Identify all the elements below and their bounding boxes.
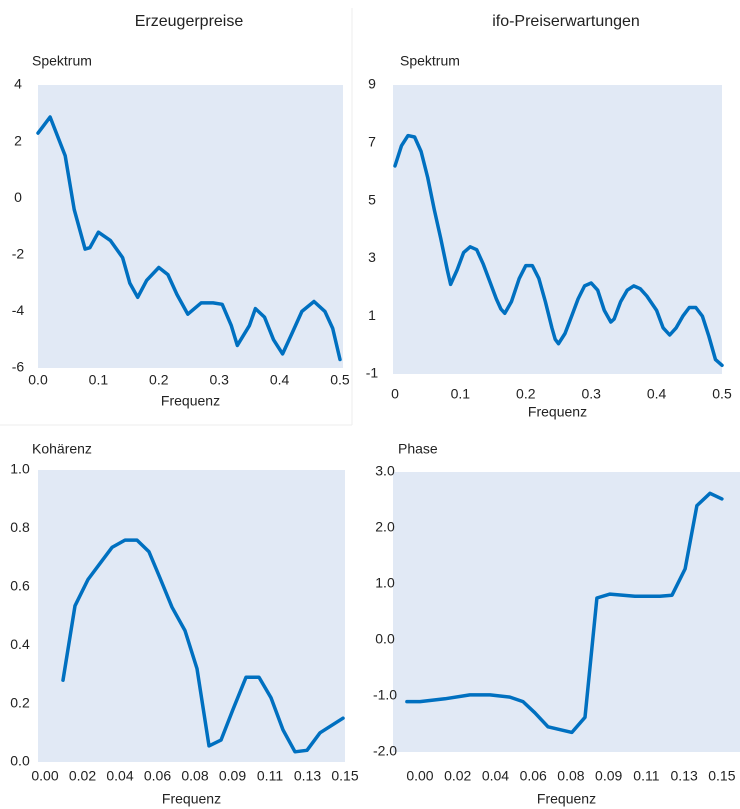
y-tick-label: 5 bbox=[368, 191, 376, 207]
x-tick-label: 0.00 bbox=[406, 768, 433, 784]
line-series bbox=[393, 133, 724, 368]
x-axis-title: Frequenz bbox=[162, 791, 221, 807]
x-axis-title: Frequenz bbox=[161, 393, 220, 409]
y-tick-label: 0.0 bbox=[10, 753, 30, 769]
x-tick-label: 0.5 bbox=[330, 372, 350, 388]
chart-title: Erzeugerpreise bbox=[135, 13, 244, 30]
y-tick-label: 9 bbox=[368, 76, 376, 92]
y-tick-label: -2.0 bbox=[373, 743, 397, 759]
plot-area bbox=[393, 85, 722, 374]
x-tick-label: 0.13 bbox=[671, 768, 698, 784]
x-tick-label: 0.3 bbox=[209, 372, 229, 388]
y-tick-label: 3 bbox=[368, 249, 376, 265]
x-tick-label: 0.08 bbox=[557, 768, 584, 784]
x-tick-label: 0.08 bbox=[181, 768, 208, 784]
y-tick-label: 4 bbox=[14, 76, 22, 92]
plot-area bbox=[393, 472, 740, 752]
y-tick-label: -4 bbox=[12, 302, 25, 318]
x-tick-label: 0.13 bbox=[294, 768, 321, 784]
y-tick-label: 0.2 bbox=[10, 694, 30, 710]
plot-area bbox=[38, 470, 345, 762]
y-tick-label: 3.0 bbox=[375, 463, 395, 479]
x-tick-label: 0.5 bbox=[712, 386, 732, 402]
y-tick-label: 0.0 bbox=[375, 631, 395, 647]
x-tick-label: 0.06 bbox=[520, 768, 547, 784]
x-tick-label: 0.4 bbox=[270, 372, 290, 388]
x-tick-label: 0.11 bbox=[257, 768, 283, 784]
y-tick-label: 0.4 bbox=[10, 636, 30, 652]
y-tick-label: 0.6 bbox=[10, 578, 30, 594]
y-tick-label: 1.0 bbox=[375, 575, 395, 591]
x-tick-label: 0.04 bbox=[482, 768, 509, 784]
line-series bbox=[61, 538, 345, 754]
x-tick-label: 0.11 bbox=[633, 768, 659, 784]
x-tick-label: 0.04 bbox=[106, 768, 133, 784]
y-tick-label: -6 bbox=[12, 359, 25, 375]
x-tick-label: 0.15 bbox=[708, 768, 735, 784]
y-tick-label: 1.0 bbox=[10, 461, 30, 477]
plot-area bbox=[38, 85, 343, 368]
x-tick-label: 0.09 bbox=[595, 768, 622, 784]
y-axis-title: Spektrum bbox=[400, 53, 460, 69]
y-tick-label: 7 bbox=[368, 134, 376, 150]
y-axis-title: Phase bbox=[398, 441, 438, 457]
x-tick-label: 0.2 bbox=[149, 372, 169, 388]
x-tick-label: 0.3 bbox=[581, 386, 601, 402]
x-tick-label: 0.15 bbox=[331, 768, 358, 784]
x-tick-label: 0.2 bbox=[516, 386, 536, 402]
x-tick-label: 0.09 bbox=[219, 768, 246, 784]
x-tick-label: 0.1 bbox=[89, 372, 109, 388]
y-axis-title: Kohärenz bbox=[32, 441, 92, 457]
chart-title: ifo-Preiserwartungen bbox=[492, 13, 640, 30]
x-axis-title: Frequenz bbox=[528, 404, 587, 420]
x-tick-label: 0.0 bbox=[28, 372, 48, 388]
x-tick-label: 0.4 bbox=[647, 386, 667, 402]
y-tick-label: 1 bbox=[368, 307, 376, 323]
line-series bbox=[405, 491, 724, 735]
y-tick-label: 2.0 bbox=[375, 519, 395, 535]
x-tick-label: 0 bbox=[391, 386, 399, 402]
x-axis-title: Frequenz bbox=[537, 791, 596, 807]
y-tick-label: -2 bbox=[12, 246, 25, 262]
x-tick-label: 0.02 bbox=[444, 768, 471, 784]
x-tick-label: 0.06 bbox=[144, 768, 171, 784]
y-tick-label: -1 bbox=[366, 365, 379, 381]
y-axis-title: Spektrum bbox=[32, 53, 92, 69]
y-tick-label: -1.0 bbox=[373, 687, 397, 703]
y-tick-label: 2 bbox=[14, 132, 22, 148]
y-tick-label: 0.8 bbox=[10, 519, 30, 535]
y-tick-label: 0 bbox=[14, 189, 22, 205]
x-tick-label: 0.02 bbox=[69, 768, 96, 784]
line-series bbox=[36, 115, 342, 362]
x-tick-label: 0.00 bbox=[31, 768, 58, 784]
x-tick-label: 0.1 bbox=[451, 386, 471, 402]
